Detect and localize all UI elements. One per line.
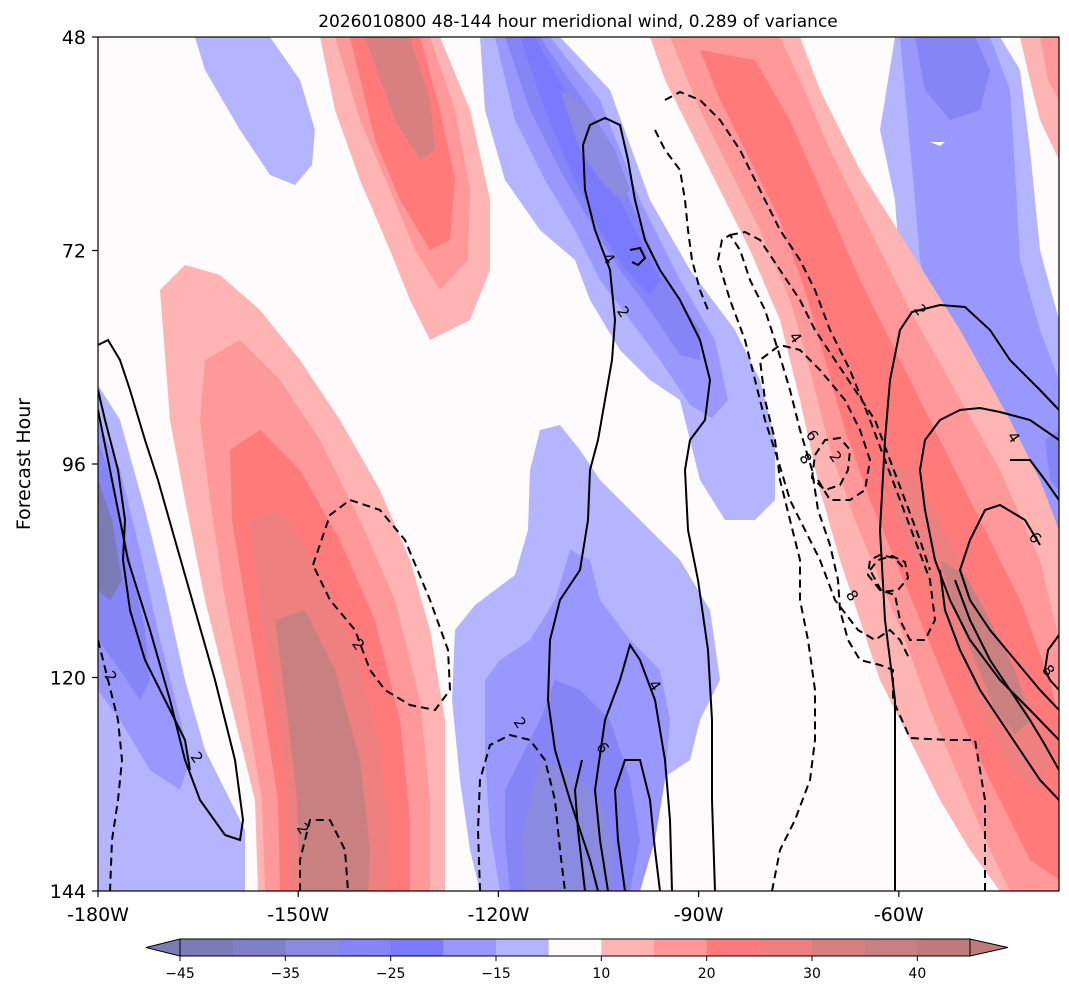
contour-solid-center-2 bbox=[582, 116, 716, 891]
y-axis-label: Forecast Hour bbox=[13, 398, 35, 530]
contour-dashed-west bbox=[98, 639, 124, 891]
contour-dashed-loop-8 bbox=[810, 436, 852, 492]
colorbar-bin-12 bbox=[812, 939, 866, 956]
red-field-west-darkest bbox=[275, 610, 370, 891]
contour-dashed-box bbox=[311, 498, 452, 712]
blue-field-right-mid bbox=[900, 37, 1059, 530]
red-fields bbox=[160, 37, 1059, 891]
colorbar: −45 −35 −25 −15 10 20 30 40 bbox=[145, 938, 1009, 982]
contour-solid-east-8 bbox=[939, 569, 1059, 801]
contour-dashed-east-2 bbox=[664, 90, 937, 641]
contour-solid-center-6 bbox=[613, 759, 661, 891]
colorbar-bin-1 bbox=[232, 939, 286, 956]
y-tick-label-2: 96 bbox=[62, 454, 86, 476]
contour-solid-east-4 bbox=[918, 406, 1059, 741]
contour-dashed-east-3 bbox=[729, 230, 931, 571]
colorbar-bin-4 bbox=[390, 939, 444, 956]
y-axis: 48 72 96 120 144 bbox=[50, 27, 98, 903]
contour-dashed-southwest bbox=[299, 819, 349, 891]
contour-solid-west-4 bbox=[98, 389, 191, 771]
contour-dashed-east-1 bbox=[716, 233, 986, 891]
solid-contours bbox=[98, 116, 1059, 891]
colorbar-tick-label-4: 10 bbox=[592, 966, 610, 982]
colorbar-frame bbox=[179, 938, 971, 957]
colorbar-tick-label-7: 40 bbox=[908, 966, 926, 982]
x-axis: -180W -150W -120W -90W -60W bbox=[67, 891, 924, 926]
blue-field-left-bottom-deep bbox=[98, 480, 122, 600]
contour-solid-east-6 bbox=[1010, 459, 1059, 501]
contour-dashed-south-mid bbox=[758, 343, 872, 891]
blue-field-left-bottom-mid bbox=[98, 420, 190, 790]
x-tick-label-2: -120W bbox=[467, 904, 529, 926]
contour-solid-east-edge bbox=[1044, 634, 1059, 671]
colorbar-tick-label-5: 20 bbox=[698, 966, 716, 982]
colorbar-extend-low bbox=[145, 938, 181, 957]
y-tick-label-1: 72 bbox=[62, 241, 86, 263]
blue-field-right-edge bbox=[1045, 430, 1059, 490]
x-tick-label-1: -150W bbox=[267, 904, 329, 926]
blue-field-left-top bbox=[195, 37, 315, 185]
colorbar-extend-high bbox=[969, 938, 1009, 957]
y-tick-label-4: 144 bbox=[50, 881, 86, 903]
y-tick-label-0: 48 bbox=[62, 27, 86, 49]
blue-field-center-deep bbox=[520, 37, 660, 295]
colorbar-bin-5 bbox=[443, 939, 497, 956]
red-field-north-core bbox=[350, 37, 455, 250]
x-tick-label-3: -90W bbox=[674, 904, 724, 926]
contour-solid-west-2 bbox=[98, 338, 245, 842]
red-field-northeast-spot bbox=[930, 142, 945, 146]
x-tick-label-0: -180W bbox=[67, 904, 129, 926]
colorbar-bin-14 bbox=[917, 939, 971, 956]
colorbar-bin-8 bbox=[601, 939, 655, 956]
contour-solid-east-edge-b bbox=[1044, 669, 1059, 691]
colorbar-bin-2 bbox=[285, 939, 339, 956]
red-field-north-deep bbox=[365, 37, 435, 160]
blue-field-right-core bbox=[915, 37, 990, 120]
blue-field-lower-deep bbox=[522, 760, 615, 891]
colorbar-bin-11 bbox=[759, 939, 813, 956]
colorbar-bin-7 bbox=[548, 939, 602, 956]
red-field-diagonal-darkest bbox=[940, 560, 1030, 735]
colorbar-tick-label-2: −25 bbox=[376, 966, 406, 982]
contour-dashed-east-4 bbox=[654, 129, 709, 311]
contour-solid-east-8b bbox=[954, 579, 1059, 771]
colorbar-tick-label-6: 30 bbox=[803, 966, 821, 982]
red-field-northeast-mid bbox=[1040, 37, 1059, 100]
colorbar-bin-10 bbox=[706, 939, 760, 956]
colorbar-bin-13 bbox=[864, 939, 918, 956]
x-tick-label-4: -60W bbox=[874, 904, 924, 926]
chart-title: 2026010800 48-144 hour meridional wind, … bbox=[318, 12, 838, 32]
contour-solid-center-2b bbox=[546, 144, 617, 891]
colorbar-bin-6 bbox=[496, 939, 550, 956]
colorbar-bin-3 bbox=[338, 939, 392, 956]
colorbar-bin-9 bbox=[654, 939, 708, 956]
colorbar-tick-label-0: −45 bbox=[165, 966, 195, 982]
contour-solid-east-2 bbox=[878, 303, 1059, 891]
contour-dashed-loop-8b bbox=[868, 554, 910, 594]
colorbar-tick-label-3: −15 bbox=[481, 966, 511, 982]
contour-solid-center-loop bbox=[629, 246, 647, 267]
contour-solid-center-4 bbox=[593, 642, 673, 891]
blue-field-center-darkest bbox=[560, 90, 630, 200]
dashed-contours bbox=[98, 90, 986, 891]
colorbar-bin-0 bbox=[180, 939, 234, 956]
contour-solid-center-6b bbox=[573, 759, 586, 891]
colorbar-tick-label-1: −35 bbox=[271, 966, 301, 982]
contour-solid-east-6b bbox=[958, 503, 1059, 711]
blue-field-left-bottom-outer bbox=[98, 385, 245, 891]
y-tick-label-3: 120 bbox=[50, 668, 86, 690]
